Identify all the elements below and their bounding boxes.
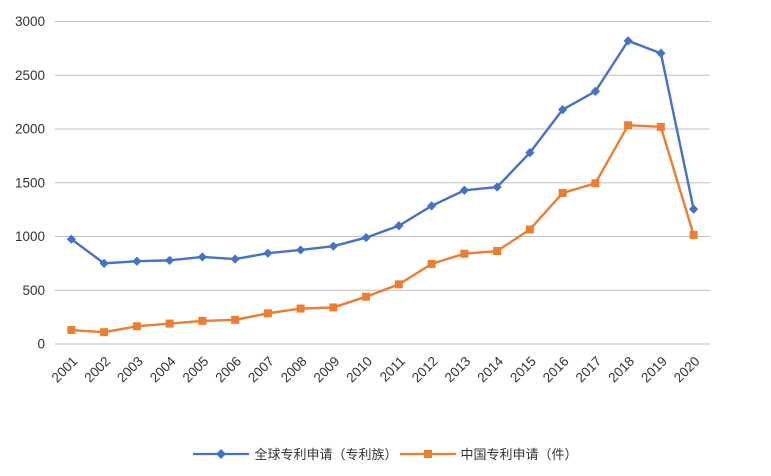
data-point-square xyxy=(329,303,338,312)
legend: 全球专利申请（专利族） 中国专利申请（件） xyxy=(0,444,771,463)
data-point-square xyxy=(231,315,240,324)
x-axis-tick-label: 2001 xyxy=(49,354,81,386)
data-point-square xyxy=(624,121,633,130)
data-point-diamond xyxy=(394,221,404,231)
data-point-diamond xyxy=(525,148,535,158)
data-point-square xyxy=(493,247,502,256)
data-point-diamond xyxy=(132,256,142,266)
series-line-0 xyxy=(70,39,695,265)
data-point-diamond xyxy=(361,232,371,243)
data-point-square xyxy=(100,328,109,337)
x-axis-tick-label: 2019 xyxy=(638,354,670,386)
x-axis-tick-label: 2007 xyxy=(245,354,277,386)
data-point-diamond xyxy=(590,86,600,96)
data-point-square xyxy=(165,319,174,328)
plot-area: 0 500 1000 1500 2000 2500 3000 2001 2002 2003 2004… xyxy=(15,14,710,386)
x-axis-tick-label: 2020 xyxy=(671,354,703,386)
data-point-square xyxy=(67,326,76,335)
data-point-diamond xyxy=(427,201,437,211)
x-axis-tick-label: 2015 xyxy=(507,354,539,386)
y-axis-tick-label: 3000 xyxy=(15,14,45,29)
x-axis-tick-label: 2011 xyxy=(377,354,408,385)
data-point-square xyxy=(558,188,567,197)
data-point-square xyxy=(656,122,665,131)
x-axis-tick-label: 2012 xyxy=(409,354,441,386)
data-point-square xyxy=(689,230,698,239)
line-diamond-marker-icon xyxy=(193,448,250,459)
x-axis-tick-label: 2002 xyxy=(81,354,113,386)
data-point-square xyxy=(362,292,371,301)
data-point-square xyxy=(296,304,305,313)
data-point-diamond xyxy=(689,204,699,214)
x-axis-tick-label: 2003 xyxy=(114,354,146,386)
data-point-diamond xyxy=(558,105,568,115)
y-axis-tick-label: 0 xyxy=(37,337,45,352)
x-axis-tick-label: 2009 xyxy=(311,354,343,386)
x-axis-tick-label: 2006 xyxy=(212,354,244,386)
series-line-1 xyxy=(70,124,695,334)
data-point-diamond xyxy=(328,241,338,251)
legend-item-china-patents: 中国专利申请（件） xyxy=(399,444,578,463)
x-axis-tick-label: 2005 xyxy=(180,354,212,386)
data-point-diamond xyxy=(197,252,207,262)
y-axis-tick-label: 500 xyxy=(22,283,45,298)
legend-item-global-patents: 全球专利申请（专利族） xyxy=(193,444,398,463)
data-point-square xyxy=(427,259,436,268)
x-axis-tick-label: 2008 xyxy=(278,354,310,386)
data-point-diamond xyxy=(623,36,633,46)
y-axis-tick-label: 1500 xyxy=(15,175,45,190)
data-point-diamond xyxy=(66,234,76,244)
y-axis-tick-label: 2500 xyxy=(15,68,45,83)
data-point-diamond xyxy=(263,248,273,258)
data-point-square xyxy=(460,249,469,258)
legend-label-global: 全球专利申请（专利族） xyxy=(254,447,398,462)
data-point-square xyxy=(591,179,600,188)
data-point-square xyxy=(525,225,534,234)
data-point-square xyxy=(394,280,403,289)
data-point-diamond xyxy=(230,254,240,264)
data-point-diamond xyxy=(165,255,175,265)
x-axis-tick-label: 2010 xyxy=(343,354,375,386)
data-point-diamond xyxy=(492,182,502,192)
data-point-diamond xyxy=(459,185,469,195)
data-point-square xyxy=(263,309,272,318)
data-point-diamond xyxy=(656,48,666,58)
data-point-diamond xyxy=(296,245,306,255)
x-axis-tick-label: 2013 xyxy=(442,354,474,386)
data-point-square xyxy=(132,322,141,331)
line-square-marker-icon xyxy=(399,449,456,458)
x-axis-tick-label: 2016 xyxy=(540,354,572,386)
data-point-square xyxy=(198,316,207,325)
y-axis-tick-label: 1000 xyxy=(15,229,45,244)
x-axis-tick-label: 2004 xyxy=(147,353,179,385)
data-point-diamond xyxy=(99,258,109,268)
legend-label-china: 中国专利申请（件） xyxy=(460,447,578,462)
y-axis-tick-label: 2000 xyxy=(15,122,45,137)
x-axis-tick-label: 2018 xyxy=(605,354,637,386)
x-axis-tick-label: 2017 xyxy=(573,354,605,386)
x-axis-tick-label: 2014 xyxy=(474,353,506,385)
